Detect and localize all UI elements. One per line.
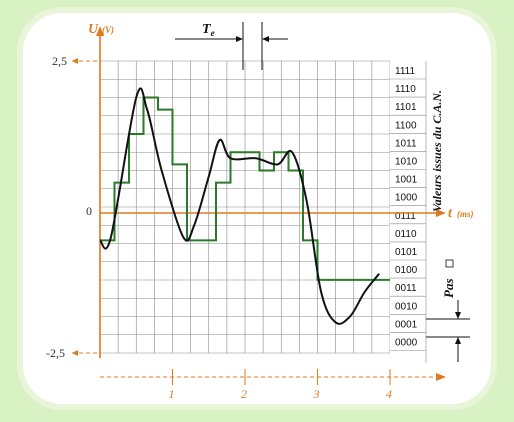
- sampling-period-indicator: Te: [175, 22, 288, 70]
- x-tick-label: 4: [386, 387, 392, 401]
- te-letter: T: [202, 22, 212, 37]
- x-tick-marks: 1 2 3 4: [169, 369, 392, 401]
- code-column-background: [390, 61, 426, 363]
- axes: [72, 26, 446, 381]
- grid: [99, 60, 427, 363]
- quantum-step-indicator: Pas: [426, 259, 470, 362]
- pas-label: Pas: [441, 279, 456, 299]
- quantized-signal-series: [100, 96, 390, 281]
- y-min-guide-arrow: [72, 350, 78, 356]
- x-tick-label: 2: [241, 387, 247, 401]
- pas-box: [445, 259, 454, 268]
- binary-code-column: 1111 1110 1101 1100 1011 1010 1001 1000 0111 0110…: [390, 66, 426, 351]
- binary-code-label: 0011: [395, 283, 417, 294]
- y-tick-label-min: -2,5: [46, 346, 65, 360]
- pas-arrowhead-top: [455, 312, 461, 319]
- x-axis-arrow: [436, 209, 446, 217]
- y-axis-arrow: [96, 26, 104, 36]
- x-axis-unit: (ms): [457, 209, 474, 219]
- binary-code-label: 1001: [395, 175, 418, 186]
- te-arrowhead-left: [236, 36, 243, 42]
- binary-code-label: 0010: [395, 301, 418, 312]
- time-ruler-arrow: [436, 373, 446, 381]
- x-tick-label: 1: [169, 387, 175, 401]
- binary-code-label: 1101: [395, 102, 417, 113]
- binary-code-label: 0100: [395, 265, 418, 276]
- analog-signal-series: [99, 87, 380, 325]
- pas-arrowhead-bottom: [455, 337, 461, 344]
- binary-code-label: 0001: [395, 319, 418, 330]
- binary-code-label: 1000: [395, 193, 418, 204]
- binary-code-label: 1011: [395, 138, 417, 149]
- y-max-guide-arrow: [72, 58, 78, 64]
- binary-code-label: 0101: [395, 247, 418, 258]
- binary-code-label: 1010: [395, 157, 418, 168]
- binary-code-label: 0111: [395, 211, 416, 222]
- binary-code-label: 1100: [395, 120, 417, 131]
- te-label: Te: [202, 22, 215, 38]
- te-subscript: e: [211, 28, 215, 38]
- te-arrowhead-right: [262, 36, 269, 42]
- binary-code-label: 1111: [395, 66, 415, 77]
- y-axis-label: U: [88, 22, 99, 37]
- y-tick-label-max: 2,5: [52, 54, 67, 68]
- binary-code-label: 1110: [395, 84, 416, 95]
- chart-card: [17, 7, 497, 410]
- binary-code-label: 0110: [395, 229, 417, 240]
- x-axis-label: t: [448, 206, 453, 221]
- x-tick-label: 3: [313, 387, 320, 401]
- binary-code-label: 0000: [395, 338, 418, 349]
- y-axis-unit: (V): [102, 25, 114, 35]
- codes-label: Valeurs issues du C.A.N.: [430, 90, 444, 212]
- y-tick-label-zero: 0: [86, 204, 92, 218]
